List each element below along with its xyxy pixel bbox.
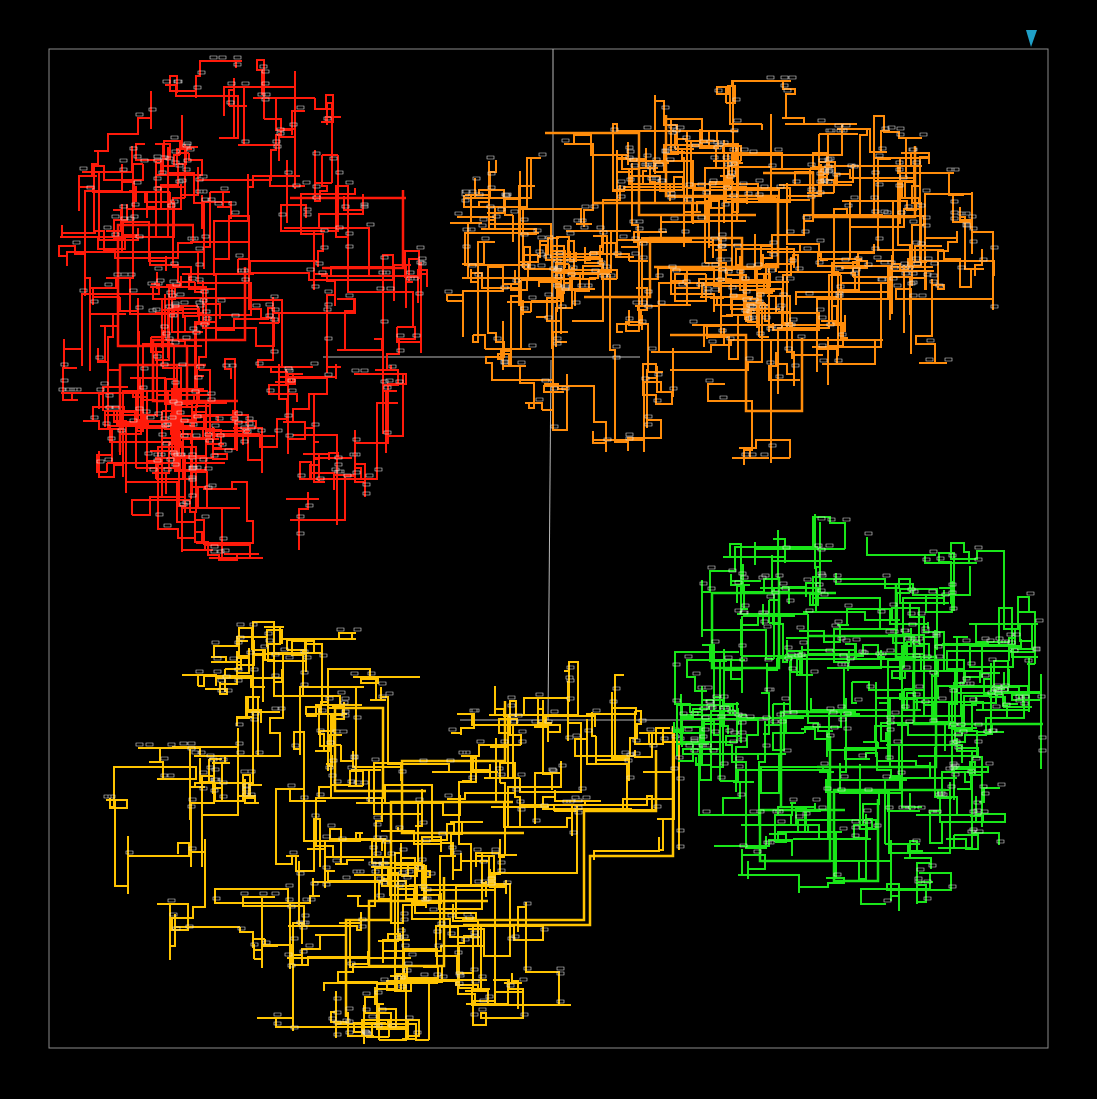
node-box	[672, 516, 1047, 903]
feeder-line	[584, 236, 744, 299]
feeder-line	[763, 146, 917, 219]
network-lines	[673, 514, 1042, 911]
feeder-line	[333, 706, 426, 799]
node-markers	[58, 55, 427, 554]
feeder-line	[151, 267, 247, 403]
feeder-line	[367, 877, 488, 968]
feeder-line	[758, 736, 845, 863]
feeder-line	[808, 634, 1043, 726]
region-northwest-network	[58, 55, 428, 561]
feeder-line	[116, 223, 194, 407]
feeder-line	[322, 190, 405, 270]
feeder-line	[654, 115, 780, 269]
triangle-down-icon[interactable]	[1026, 30, 1037, 47]
node-markers	[103, 622, 685, 1037]
region-southeast-network	[672, 514, 1047, 911]
node-box	[58, 55, 427, 554]
feeder-line	[400, 701, 524, 835]
feeder-line	[118, 363, 206, 452]
feeder-line	[710, 577, 836, 670]
feeder-line	[462, 750, 658, 922]
feeder-line	[344, 800, 513, 1017]
region-southwest-network	[103, 621, 685, 1044]
feeder-line	[463, 726, 675, 927]
feeder-line	[779, 710, 856, 808]
feeder-line	[545, 131, 756, 217]
diagram-frame	[48, 48, 1049, 1049]
node-box	[103, 622, 685, 1037]
node-markers	[444, 75, 999, 457]
node-markers	[672, 516, 1047, 903]
feeder-line	[832, 788, 946, 883]
boundary-line	[547, 359, 552, 721]
region-northeast-network	[444, 75, 999, 465]
feeder-line	[670, 333, 804, 413]
node-box	[444, 75, 999, 457]
